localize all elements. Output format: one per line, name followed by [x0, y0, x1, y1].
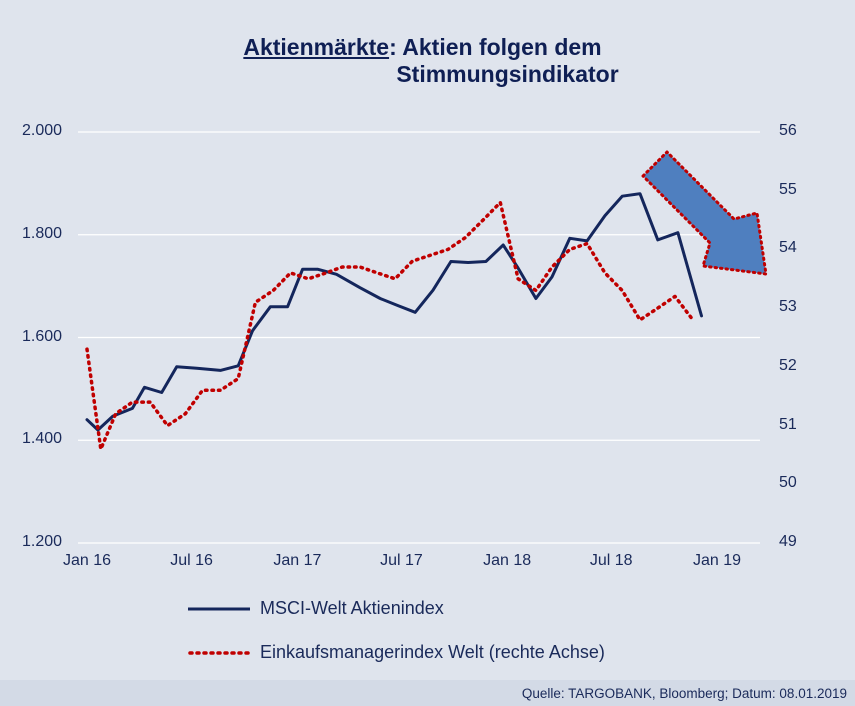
- title-line2-text: Stimmungsindikator: [396, 61, 619, 87]
- y-left-tick-label: 1.600: [22, 327, 63, 345]
- title-underlined-part: Aktienmärkte: [243, 34, 390, 60]
- legend-item-pmi: Einkaufsmanagerindex Welt (rechte Achse): [188, 642, 605, 663]
- y-right-tick-label: 52: [779, 356, 797, 374]
- series-line-msci: [85, 192, 703, 432]
- legend-label-pmi: Einkaufsmanagerindex Welt (rechte Achse): [260, 642, 605, 662]
- source-note: Quelle: TARGOBANK, Bloomberg; Datum: 08.…: [521, 686, 847, 701]
- legend-item-msci: MSCI-Welt Aktienindex: [188, 598, 444, 619]
- x-tick-label: Jan 19: [692, 552, 742, 569]
- y-right-tick-label: 50: [779, 474, 797, 492]
- chart-title-line-2: Stimmungsindikator: [0, 61, 855, 88]
- y-left-tick-label: 2.000: [22, 122, 63, 139]
- x-tick-label: Jul 17: [380, 552, 423, 569]
- series-line-pmi: [85, 200, 695, 451]
- x-tick-label: Jan 17: [273, 552, 322, 569]
- y-left-tick-label: 1.800: [22, 224, 63, 242]
- x-tick-label: Jan 18: [483, 552, 532, 569]
- y-right-tick-label: 54: [779, 239, 797, 257]
- footer-bar: Quelle: TARGOBANK, Bloomberg; Datum: 08.…: [0, 680, 855, 706]
- x-tick-label: Jan 16: [62, 552, 112, 569]
- x-tick-label: Jul 16: [170, 552, 213, 569]
- y-right-tick-label: 53: [779, 298, 797, 316]
- y-left-tick-label: 1.200: [22, 533, 63, 550]
- trend-arrow: [641, 150, 768, 276]
- y-right-tick-label: 51: [779, 415, 797, 433]
- y-right-tick-label: 55: [779, 180, 797, 198]
- legend-swatch-dotted: [188, 643, 252, 663]
- legend-label-msci: MSCI-Welt Aktienindex: [260, 598, 444, 618]
- title-rest-part: : Aktien folgen dem: [389, 34, 602, 60]
- legend-swatch-solid: [188, 599, 250, 619]
- x-tick-label: Jul 18: [589, 552, 633, 569]
- y-right-tick-label: 49: [779, 533, 797, 550]
- y-right-tick-label: 56: [779, 122, 797, 139]
- chart-title-line-1: Aktienmärkte: Aktien folgen dem: [0, 34, 855, 61]
- y-left-tick-label: 1.400: [22, 430, 63, 448]
